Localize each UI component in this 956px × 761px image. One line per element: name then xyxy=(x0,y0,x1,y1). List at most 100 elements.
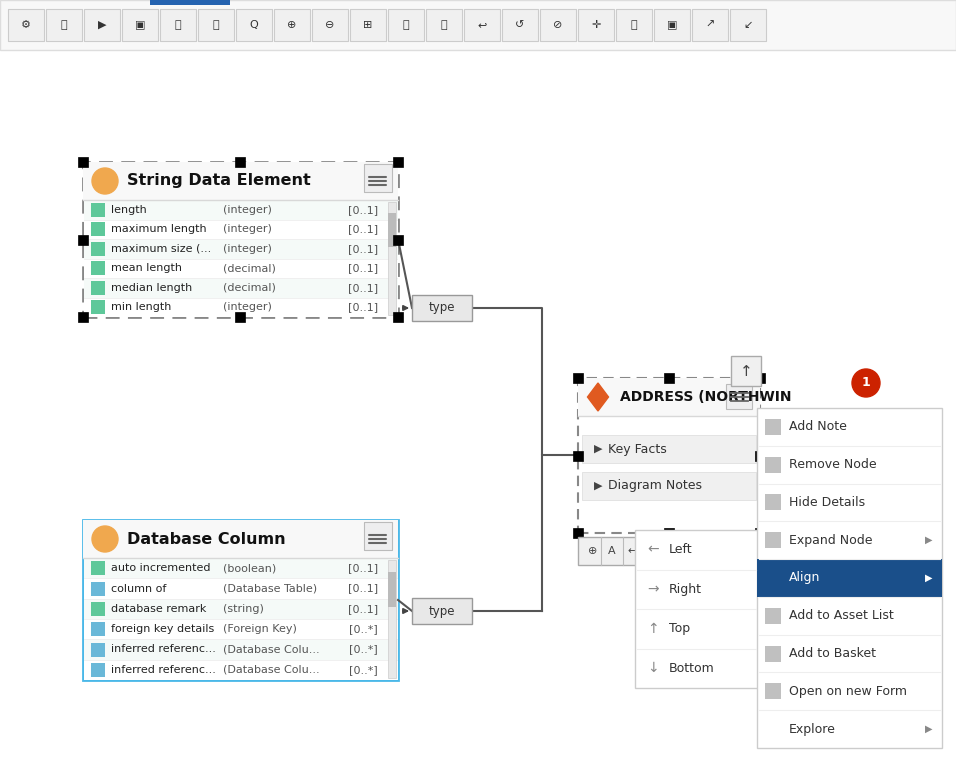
Bar xyxy=(46,9,82,41)
Text: (Database Table): (Database Table) xyxy=(223,584,317,594)
Bar xyxy=(235,312,246,322)
Text: 📋: 📋 xyxy=(212,20,219,30)
Text: column of: column of xyxy=(111,584,166,594)
Bar xyxy=(91,602,105,616)
Bar xyxy=(765,419,781,435)
Bar xyxy=(236,9,272,41)
Text: ▣: ▣ xyxy=(666,20,677,30)
Bar xyxy=(388,572,396,607)
Bar xyxy=(91,602,105,616)
Text: ▶: ▶ xyxy=(98,20,106,30)
Bar xyxy=(731,356,761,386)
Bar xyxy=(91,642,105,657)
Bar xyxy=(312,9,348,41)
Bar xyxy=(388,560,396,678)
Text: ▶: ▶ xyxy=(924,535,932,545)
Text: ⚙: ⚙ xyxy=(21,20,31,30)
Text: [0..1]: [0..1] xyxy=(348,302,378,312)
Text: Database Column: Database Column xyxy=(127,531,286,546)
Text: [0..1]: [0..1] xyxy=(348,603,378,614)
Text: Add to Asset List: Add to Asset List xyxy=(789,610,894,622)
Text: foreign key details: foreign key details xyxy=(111,624,214,634)
Text: (Foreign Key): (Foreign Key) xyxy=(223,624,297,634)
Bar xyxy=(765,608,781,624)
Bar xyxy=(578,9,614,41)
Bar xyxy=(91,642,105,657)
Text: (string): (string) xyxy=(223,603,264,614)
Text: (integer): (integer) xyxy=(223,244,272,253)
Bar xyxy=(765,645,781,661)
Bar xyxy=(757,559,942,597)
Text: Bottom: Bottom xyxy=(669,662,715,675)
Text: [0..*]: [0..*] xyxy=(349,645,378,654)
Text: ↓: ↓ xyxy=(647,661,659,675)
Bar xyxy=(91,622,105,636)
Bar xyxy=(573,373,583,383)
Bar xyxy=(91,202,105,217)
Bar xyxy=(765,457,781,473)
Bar xyxy=(578,378,760,416)
Bar xyxy=(573,451,583,460)
Text: ←: ← xyxy=(628,546,638,556)
Bar xyxy=(84,259,398,278)
Bar xyxy=(91,581,105,596)
Text: ⊕: ⊕ xyxy=(588,546,598,556)
Bar xyxy=(150,0,230,5)
Bar xyxy=(84,219,398,239)
Text: [0..1]: [0..1] xyxy=(348,205,378,215)
Bar xyxy=(84,278,398,298)
Text: 🔒: 🔒 xyxy=(402,20,409,30)
Text: (integer): (integer) xyxy=(223,205,272,215)
Bar xyxy=(91,261,105,275)
Bar xyxy=(84,619,398,639)
Text: [0..1]: [0..1] xyxy=(348,584,378,594)
Bar xyxy=(198,9,234,41)
Text: [0..1]: [0..1] xyxy=(348,283,378,293)
Text: median length: median length xyxy=(111,283,192,293)
Text: maximum size (...: maximum size (... xyxy=(111,244,211,253)
Text: Diagram Notes: Diagram Notes xyxy=(608,479,702,492)
Text: ↑: ↑ xyxy=(740,364,752,378)
Bar xyxy=(122,9,158,41)
Text: Left: Left xyxy=(669,543,693,556)
Text: String Data Element: String Data Element xyxy=(127,174,311,189)
Bar xyxy=(664,528,674,538)
Text: 🗑: 🗑 xyxy=(60,20,67,30)
Text: 📂: 📂 xyxy=(175,20,182,30)
Bar xyxy=(755,528,765,538)
Bar xyxy=(84,578,398,599)
Bar xyxy=(91,663,105,677)
Bar xyxy=(84,660,398,680)
Bar xyxy=(364,522,392,550)
Bar xyxy=(765,495,781,511)
Text: (integer): (integer) xyxy=(223,302,272,312)
Bar xyxy=(502,9,538,41)
Text: (Database Colu...: (Database Colu... xyxy=(223,665,319,675)
Text: 🔓: 🔓 xyxy=(441,20,447,30)
Bar xyxy=(616,9,652,41)
Text: inferred referenc...: inferred referenc... xyxy=(111,665,216,675)
Bar xyxy=(78,157,88,167)
Text: ↑: ↑ xyxy=(647,622,659,635)
Bar xyxy=(91,202,105,217)
Bar xyxy=(412,598,472,624)
Text: ⊘: ⊘ xyxy=(554,20,563,30)
Text: [0..1]: [0..1] xyxy=(348,263,378,273)
Polygon shape xyxy=(588,383,609,411)
Bar xyxy=(755,451,765,460)
Text: type: type xyxy=(428,604,455,617)
Bar xyxy=(84,599,398,619)
Circle shape xyxy=(852,369,880,397)
Text: Right: Right xyxy=(669,583,702,596)
Text: ⊞: ⊞ xyxy=(363,20,373,30)
Bar xyxy=(83,162,398,317)
Text: Add to Basket: Add to Basket xyxy=(789,647,876,660)
Text: maximum length: maximum length xyxy=(111,224,206,234)
Bar xyxy=(91,581,105,596)
Bar xyxy=(755,373,765,383)
Bar xyxy=(388,202,396,315)
Bar xyxy=(91,222,105,236)
Bar xyxy=(83,520,398,558)
Text: Hide Details: Hide Details xyxy=(789,496,865,509)
Text: ←: ← xyxy=(647,543,659,557)
